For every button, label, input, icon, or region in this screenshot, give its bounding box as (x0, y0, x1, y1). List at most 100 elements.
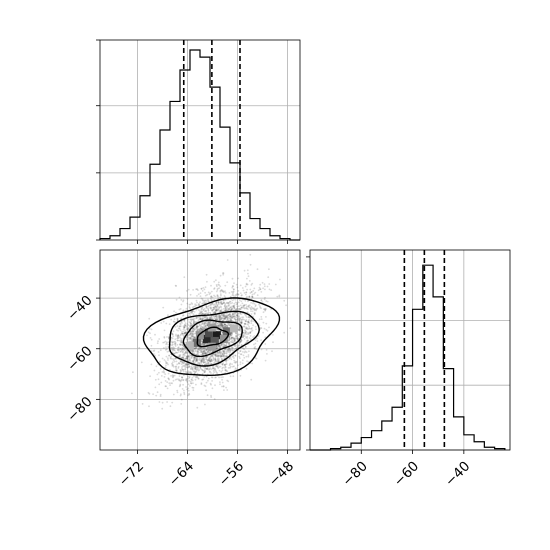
scatter-point (226, 324, 229, 327)
scatter-point (229, 367, 231, 369)
scatter-point (202, 361, 205, 364)
scatter-point (219, 316, 221, 318)
scatter-point (186, 323, 189, 325)
scatter-point (189, 322, 192, 325)
scatter-point (184, 324, 187, 327)
scatter-point (188, 337, 191, 339)
scatter-point (195, 327, 198, 329)
scatter-point (200, 327, 202, 330)
scatter-point (219, 346, 222, 349)
scatter-point (261, 301, 264, 303)
scatter-point (213, 311, 216, 314)
scatter-point (193, 352, 196, 354)
scatter-point (198, 309, 200, 311)
scatter-point (172, 343, 174, 346)
scatter-point (216, 294, 219, 297)
scatter-point (222, 345, 225, 348)
scatter-point (205, 306, 208, 308)
scatter-point (164, 380, 167, 382)
scatter-point (240, 339, 242, 342)
scatter-point (196, 358, 199, 361)
scatter-point (184, 370, 187, 373)
scatter-point (171, 358, 174, 360)
scatter-point (219, 347, 221, 350)
scatter-point (239, 304, 242, 307)
scatter-point (233, 306, 236, 309)
scatter-point (209, 292, 212, 295)
scatter-point (226, 317, 229, 320)
scatter-point (204, 367, 207, 370)
scatter-point (204, 363, 207, 366)
scatter-point (233, 318, 236, 320)
scatter-point (221, 314, 224, 317)
scatter-point (197, 354, 200, 356)
scatter-point (224, 325, 227, 327)
scatter-point (278, 295, 281, 298)
scatter-point (184, 324, 186, 326)
scatter-point (199, 295, 202, 298)
scatter-point (250, 338, 252, 341)
scatter-point (180, 339, 183, 342)
scatter-point (246, 333, 249, 336)
scatter-point (181, 361, 184, 364)
scatter-point (239, 292, 242, 294)
scatter-point (209, 357, 212, 359)
scatter-point (204, 350, 206, 353)
scatter-point (237, 329, 240, 332)
scatter-point (190, 372, 193, 374)
scatter-point (223, 350, 226, 352)
scatter-point (224, 325, 226, 328)
scatter-point (232, 291, 234, 294)
scatter-point (250, 306, 253, 308)
scatter-point (155, 365, 158, 368)
scatter-point (211, 309, 213, 312)
scatter-point (232, 312, 235, 315)
scatter-point (223, 343, 226, 346)
scatter-point (179, 325, 181, 328)
scatter-point (246, 277, 248, 280)
scatter-point (218, 347, 221, 349)
scatter-point (231, 302, 234, 304)
scatter-point (172, 379, 175, 382)
scatter-point (208, 371, 211, 373)
scatter-point (209, 317, 212, 319)
scatter-point (168, 354, 171, 357)
scatter-point (227, 347, 230, 349)
scatter-point (189, 324, 192, 327)
scatter-point (227, 367, 230, 369)
scatter-point (248, 296, 251, 298)
scatter-point (186, 388, 188, 391)
scatter-point (192, 357, 195, 359)
scatter-point (235, 335, 238, 338)
scatter-point (251, 295, 254, 298)
scatter-point (233, 282, 235, 285)
scatter-point (156, 342, 159, 345)
scatter-point (187, 363, 190, 366)
scatter-point (230, 308, 233, 310)
scatter-point (237, 312, 240, 315)
scatter-point (239, 308, 242, 311)
scatter-point (208, 367, 211, 370)
scatter-point (245, 318, 248, 321)
scatter-point (191, 350, 194, 352)
scatter-point (213, 306, 216, 309)
scatter-point (185, 366, 188, 368)
scatter-point (210, 299, 213, 302)
scatter-point (232, 305, 235, 307)
scatter-point (219, 323, 222, 326)
scatter-point (153, 349, 156, 352)
scatter-point (165, 362, 168, 364)
scatter-point (207, 359, 210, 361)
scatter-point (196, 376, 199, 379)
scatter-point (195, 359, 198, 362)
scatter-point (202, 328, 204, 331)
scatter-point (214, 310, 217, 313)
scatter-point (228, 304, 231, 306)
scatter-point (216, 325, 219, 328)
scatter-point (260, 299, 263, 301)
scatter-point (194, 367, 197, 370)
scatter-point (234, 367, 237, 369)
scatter-point (186, 336, 189, 339)
scatter-point (190, 365, 193, 368)
scatter-point (192, 335, 195, 337)
